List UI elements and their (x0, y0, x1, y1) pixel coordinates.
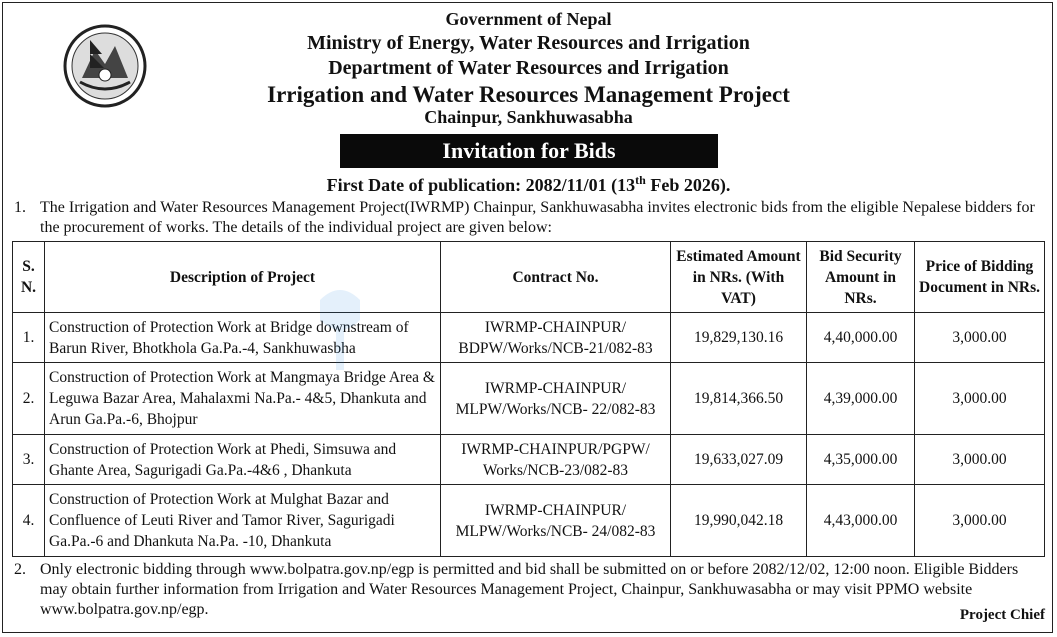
signature-title: Project Chief (959, 607, 1045, 623)
location-title: Chainpur, Sankhuwasabha (424, 107, 633, 127)
paragraph-1: 1. The Irrigation and Water Resources Ma… (14, 198, 1044, 238)
cell-price: 3,000.00 (914, 434, 1045, 485)
cell-price: 3,000.00 (914, 362, 1045, 435)
ministry-title: Ministry of Energy, Water Resources and … (307, 32, 750, 54)
cell-contract: IWRMP-CHAINPUR/ MLPW/Works/NCB- 22/082-8… (440, 362, 671, 435)
cell-security: 4,39,000.00 (806, 362, 915, 435)
cell-amount: 19,814,366.50 (670, 362, 807, 435)
cell-amount: 19,829,130.16 (670, 312, 807, 363)
paragraph-number: 2. (14, 561, 26, 578)
header-security: Bid Security Amount in NRs. (806, 241, 915, 313)
cell-amount: 19,633,027.09 (670, 434, 807, 485)
table-row: 4. Construction of Protection Work at Mu… (12, 484, 1045, 557)
header-description: Description of Project (44, 241, 441, 313)
cell-security: 4,43,000.00 (806, 484, 915, 557)
nepal-emblem-icon (63, 24, 147, 108)
government-title: Government of Nepal (445, 9, 612, 29)
header-contract: Contract No. (440, 241, 671, 313)
cell-amount: 19,990,042.18 (670, 484, 807, 557)
table-row: 1. Construction of Protection Work at Br… (12, 312, 1045, 363)
project-title: Irrigation and Water Resources Managemen… (267, 82, 790, 107)
cell-sn: 1. (12, 312, 45, 363)
table-row: 2. Construction of Protection Work at Ma… (12, 362, 1045, 435)
cell-price: 3,000.00 (914, 484, 1045, 557)
paragraph-text: The Irrigation and Water Resources Manag… (40, 199, 1035, 236)
table-row: 3. Construction of Protection Work at Ph… (12, 434, 1045, 485)
header-price: Price of Bidding Document in NRs. (914, 241, 1045, 313)
header-amount: Estimated Amount in NRs. (With VAT) (670, 241, 807, 313)
cell-description: Construction of Protection Work at Phedi… (44, 434, 441, 485)
cell-description: Construction of Protection Work at Mulgh… (44, 484, 441, 557)
cell-security: 4,35,000.00 (806, 434, 915, 485)
bids-table: S. N. Description of Project Contract No… (12, 241, 1045, 557)
cell-sn: 3. (12, 434, 45, 485)
cell-contract: IWRMP-CHAINPUR/PGPW/ Works/NCB-23/082-83 (440, 434, 671, 485)
cell-sn: 2. (12, 362, 45, 435)
paragraph-number: 1. (14, 199, 26, 216)
cell-security: 4,40,000.00 (806, 312, 915, 363)
cell-description: Construction of Protection Work at Bridg… (44, 312, 441, 363)
table-header-row: S. N. Description of Project Contract No… (12, 241, 1045, 313)
paragraph-2: 2. Only electronic bidding through www.b… (14, 560, 1044, 620)
header-sn: S. N. (12, 241, 45, 313)
cell-sn: 4. (12, 484, 45, 557)
cell-contract: IWRMP-CHAINPUR/ MLPW/Works/NCB- 24/082-8… (440, 484, 671, 557)
cell-price: 3,000.00 (914, 312, 1045, 363)
publication-date: First Date of publication: 2082/11/01 (1… (326, 173, 731, 195)
invitation-banner: Invitation for Bids (340, 134, 718, 168)
paragraph-text: Only electronic bidding through www.bolp… (40, 561, 1019, 618)
department-title: Department of Water Resources and Irriga… (328, 57, 729, 79)
cell-contract: IWRMP-CHAINPUR/ BDPW/Works/NCB-21/082-83 (440, 312, 671, 363)
cell-description: Construction of Protection Work at Mangm… (44, 362, 441, 435)
